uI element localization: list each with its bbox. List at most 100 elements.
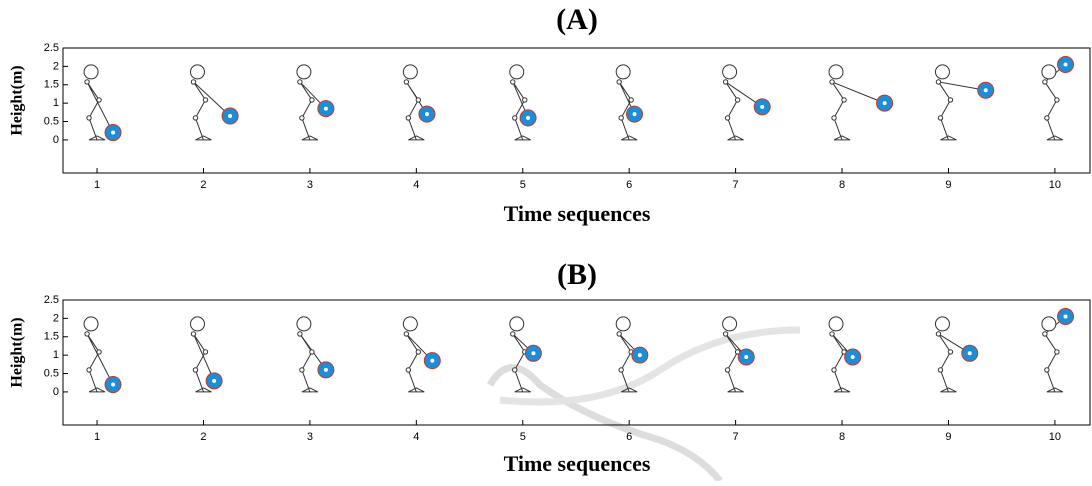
joint [842,98,846,102]
joint [830,80,834,84]
ball-center [1064,63,1068,67]
joint [203,98,207,102]
joint [723,332,727,336]
x-tick-label: 8 [839,179,845,191]
head [616,65,630,79]
panel-title: (B) [557,258,597,291]
y-tick-label: 2 [53,60,59,72]
ball-center [324,107,328,111]
ball-center [228,114,232,118]
y-tick-label: 2 [53,312,59,324]
figure: (A)1234567891000.511.522.5Time sequences… [0,0,1092,481]
x-tick-label: 10 [1049,431,1061,443]
joint [523,98,527,102]
joint [938,368,942,372]
x-tick-label: 7 [733,431,739,443]
joint [298,80,302,84]
stick-figure [832,82,885,140]
joint [1055,98,1059,102]
ball-center [744,355,748,359]
head [723,65,737,79]
head [190,317,204,331]
stick-figure [513,334,534,392]
y-axis-label: Height(m) [9,317,26,387]
head [190,65,204,79]
x-tick-label: 6 [626,431,632,443]
joint [938,116,942,120]
head [510,65,524,79]
y-tick-label: 1 [53,349,59,361]
joint [832,368,836,372]
head [1042,317,1056,331]
x-tick-label: 9 [945,431,951,443]
head [403,65,417,79]
joint [97,98,101,102]
x-tick-label: 8 [839,431,845,443]
joint [948,98,952,102]
head [510,317,524,331]
joint [513,116,517,120]
joint [725,116,729,120]
joint [948,350,952,354]
x-tick-label: 4 [413,431,419,443]
head [1042,65,1056,79]
joint [406,116,410,120]
ball-center [1064,315,1068,319]
joint [1043,80,1047,84]
y-tick-label: 1 [53,97,59,109]
joint [1045,116,1049,120]
joint [406,368,410,372]
x-tick-label: 6 [626,179,632,191]
head [616,317,630,331]
x-axis-label: Time sequences [504,451,651,476]
joint [298,332,302,336]
joint [87,116,91,120]
joint [97,350,101,354]
x-tick-label: 10 [1049,179,1061,191]
joint [310,350,314,354]
y-tick-label: 1.5 [44,331,59,343]
joint [619,368,623,372]
joint [416,350,420,354]
ball-center [851,355,855,359]
joint [511,332,515,336]
head [829,317,843,331]
y-tick-label: 0 [53,386,59,398]
y-tick-label: 2.5 [44,42,59,54]
ball-center [425,112,429,116]
ball-center [430,359,434,363]
joint [832,116,836,120]
x-tick-label: 7 [733,179,739,191]
stick-figure [938,334,969,392]
joint [193,368,197,372]
joint [300,368,304,372]
head [84,317,98,331]
joint [404,332,408,336]
x-tick-label: 5 [520,431,526,443]
ball-center [760,105,764,109]
joint [936,332,940,336]
x-tick-label: 1 [94,431,100,443]
x-tick-label: 2 [200,431,206,443]
joint [300,116,304,120]
y-tick-label: 0 [53,134,59,146]
joint [513,368,517,372]
joint [1055,350,1059,354]
panel-title: (A) [556,3,598,36]
joint [617,80,621,84]
ball-center [638,353,642,357]
head [84,65,98,79]
joint [310,98,314,102]
joint [203,350,207,354]
ball-center [883,101,887,105]
x-tick-label: 4 [413,179,419,191]
x-tick-label: 5 [520,179,526,191]
plot-frame [63,48,1090,173]
ball-center [111,131,115,135]
x-tick-label: 1 [94,179,100,191]
y-tick-label: 1.5 [44,79,59,91]
head [403,317,417,331]
head [829,65,843,79]
joint [723,80,727,84]
joint [735,98,739,102]
